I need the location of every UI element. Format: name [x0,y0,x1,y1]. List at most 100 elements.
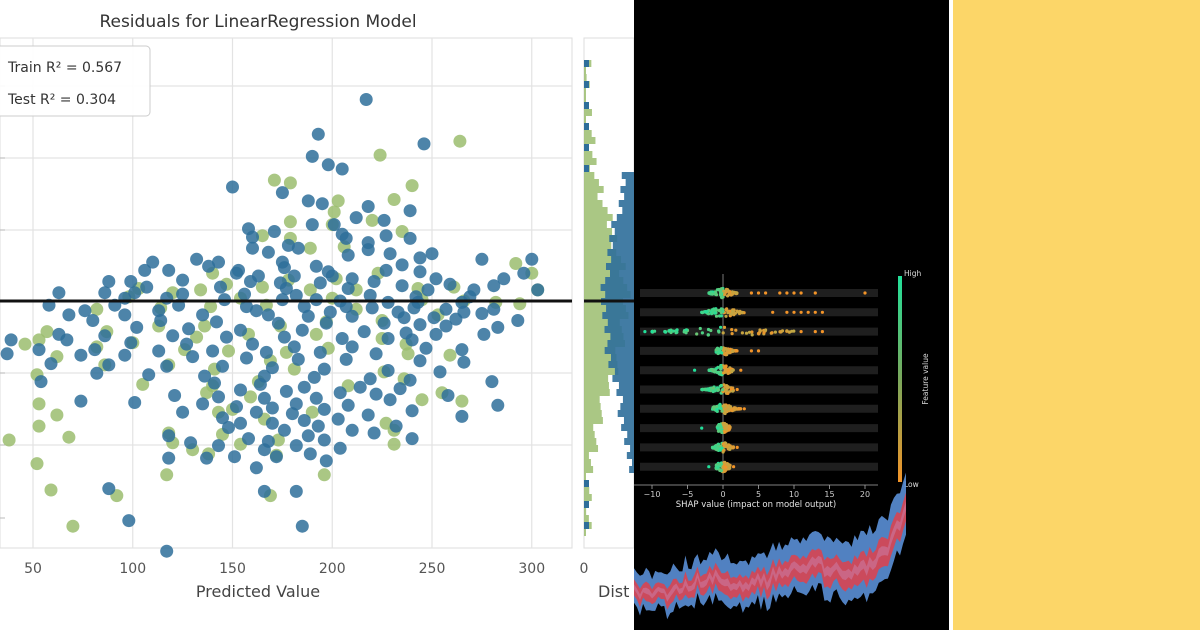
test-hist-bar [584,172,595,179]
test-hist-bar [584,214,613,221]
train-point [383,247,397,261]
shap-dot [740,331,745,335]
train-point [277,423,291,437]
shap-dot [704,310,709,314]
train-hist-bar [632,459,634,466]
test-point [136,377,150,391]
train-point [365,301,379,315]
train-point [389,419,403,433]
train-point [226,180,239,194]
test-point [267,173,281,187]
train-point [176,405,190,419]
train-point [449,312,463,326]
train-hist-bar [621,172,634,179]
shap-outlier-dot [764,291,768,295]
shap-dot [757,332,761,336]
train-point [361,408,375,422]
train-point [441,389,455,402]
shap-x-tick-label: −10 [644,490,661,499]
test-point [331,194,345,208]
test-point [309,327,323,341]
train-point [190,252,204,266]
train-point [291,241,305,255]
train-point [393,382,407,396]
train-point [413,354,427,368]
test-hist-bar [584,151,593,158]
shap-dot [728,425,732,429]
train-point [124,275,138,288]
train-point [214,280,227,294]
train-point [154,314,168,327]
test-point [405,179,419,193]
train-point [257,443,271,457]
train-point [345,309,359,323]
residuals-x-ticks: 50 100 150 200 250 300 [24,561,545,577]
test-hist-bar [584,396,600,403]
test-hist-bar [584,424,594,431]
train-hist-bar [617,410,634,417]
train-point [315,197,329,211]
train-point [180,337,194,351]
shap-dot [716,426,720,430]
train-hist-bar [584,144,589,151]
train-point [339,300,353,314]
shap-outlier-dot [735,387,739,392]
shap-dot [711,446,715,450]
shap-colorbar [898,276,902,482]
shap-dot [724,347,728,351]
test-hist-bar [584,508,587,515]
shap-outlier-dot [778,291,782,295]
shap-dot [713,445,717,449]
train-point [429,272,443,286]
shap-dot [790,329,794,333]
shap-dot [732,406,736,410]
shap-dot [733,311,737,315]
shap-dot [721,388,725,392]
shap-outlier-dot [799,291,803,295]
shap-dot [722,289,726,293]
shap-dot [730,328,734,332]
shap-outlier-dot [813,291,817,295]
train-point [238,287,251,301]
train-point [265,401,279,415]
train-point [331,412,345,426]
x-tick-label: 150 [219,561,246,577]
shap-dot [727,350,731,354]
shap-outlier-dot [792,310,796,314]
legend-box [0,45,151,117]
train-point [277,261,291,275]
train-point [122,514,136,528]
train-hist-bar [627,431,634,438]
shap-dot [718,429,722,433]
test-hist-bar [584,347,616,354]
train-hist-bar [620,186,634,193]
shap-dot [718,288,722,292]
test-point [255,229,269,243]
test-point [90,302,104,316]
train-point [319,316,333,330]
train-point [405,404,419,418]
shap-outlier-dot [813,310,817,314]
test-hist-bar [584,277,624,284]
shap-dot [750,330,754,334]
train-point [497,272,511,286]
shap-dot [724,353,728,357]
train-point [196,397,210,411]
train-point [220,330,233,344]
train-point [433,365,447,379]
test-point [255,280,269,294]
x-tick-label: 250 [419,561,446,577]
shap-dot [716,370,720,375]
train-point [341,248,355,262]
x-tick-label: 100 [119,561,146,577]
shap-dot [722,423,726,427]
train-point [305,218,319,232]
test-point [62,430,76,444]
test-hist-bar [584,263,626,270]
shap-dot [714,314,719,318]
train-point [419,341,433,355]
shap-dot [716,388,721,392]
shap-dot [734,291,738,295]
train-hist-bar [605,263,634,270]
train-point [249,405,263,419]
